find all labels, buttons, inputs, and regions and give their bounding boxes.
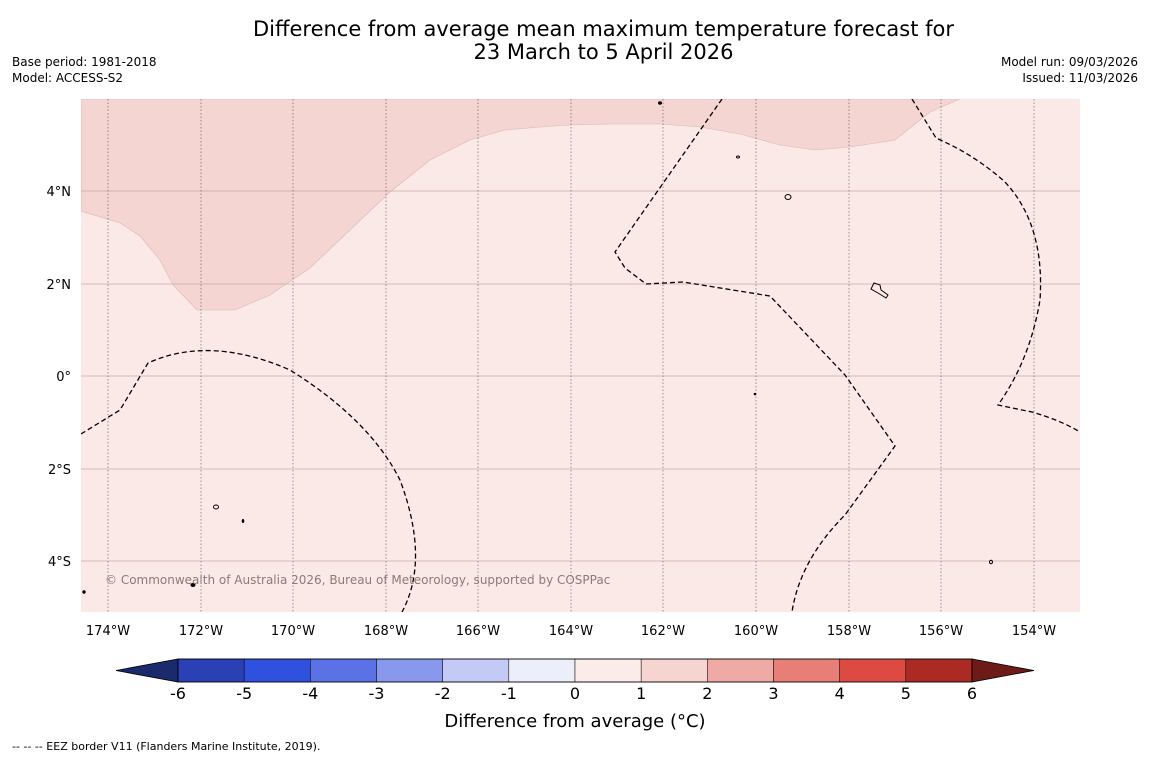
lat-label: 4°S bbox=[48, 555, 71, 570]
colorbar-segment bbox=[839, 658, 907, 683]
anomaly-1-2-region bbox=[81, 99, 961, 311]
lon-label: 166°W bbox=[456, 624, 500, 639]
colorbar-segment bbox=[442, 658, 510, 683]
colorbar-tick-label: -2 bbox=[435, 684, 451, 703]
colorbar-tick-label: 6 bbox=[967, 684, 977, 703]
colorbar-tick-label: -1 bbox=[501, 684, 517, 703]
colorbar-segment bbox=[508, 658, 576, 683]
colorbar-tick-label: 0 bbox=[570, 684, 580, 703]
colorbar-tick-label: -3 bbox=[369, 684, 385, 703]
colorbar-tick-label: 2 bbox=[702, 684, 712, 703]
gridlines bbox=[81, 99, 1080, 612]
title-line-2: 23 March to 5 April 2026 bbox=[473, 40, 734, 64]
lon-label: 162°W bbox=[641, 624, 685, 639]
eez-footnote: -- -- -- EEZ border V11 (Flanders Marine… bbox=[12, 740, 321, 753]
colorbar-tick-label: 5 bbox=[901, 684, 911, 703]
meta-right: Model run: 09/03/2026 Issued: 11/03/2026 bbox=[1001, 54, 1138, 86]
colorbar-tick-label: -4 bbox=[302, 684, 318, 703]
lon-label: 160°W bbox=[734, 624, 778, 639]
model-run: Model run: 09/03/2026 bbox=[1000, 55, 1138, 69]
colorbar-label: Difference from average (°C) bbox=[444, 711, 705, 732]
colorbar-segment bbox=[773, 658, 840, 683]
colorbar-segment bbox=[177, 658, 245, 683]
colorbar-segment bbox=[376, 658, 443, 683]
colorbar-segment bbox=[707, 658, 774, 683]
colorbar-extend-low bbox=[115, 658, 179, 683]
colorbar-extend-high bbox=[971, 658, 1035, 683]
colorbar-segment bbox=[905, 658, 973, 683]
colorbar-segment bbox=[640, 658, 708, 683]
islands bbox=[82, 101, 993, 594]
latitude-labels: 4°N 2°N 0° 2°S 4°S bbox=[47, 185, 72, 570]
colorbar-segment bbox=[574, 658, 642, 683]
lon-label: 168°W bbox=[364, 624, 408, 639]
lon-label: 156°W bbox=[919, 624, 963, 639]
issued-date: Issued: 11/03/2026 bbox=[1022, 71, 1138, 85]
colorbar-segment bbox=[310, 658, 377, 683]
eez-borders bbox=[81, 99, 1080, 612]
model-name: Model: ACCESS-S2 bbox=[12, 71, 124, 85]
lat-label: 0° bbox=[56, 370, 71, 385]
colorbar-tick-label: 4 bbox=[835, 684, 845, 703]
lat-label: 2°N bbox=[47, 278, 72, 293]
colorbar-tick-labels: -6 -5 -4 -3 -2 -1 0 1 2 3 4 5 6 bbox=[170, 684, 977, 703]
lon-label: 154°W bbox=[1012, 624, 1056, 639]
meta-left: Base period: 1981-2018 Model: ACCESS-S2 bbox=[12, 54, 157, 86]
lat-label: 2°S bbox=[48, 463, 71, 478]
colorbar-outline bbox=[177, 658, 973, 683]
colorbar-tick-label: -6 bbox=[170, 684, 186, 703]
copyright-notice: © Commonwealth of Australia 2026, Bureau… bbox=[105, 573, 610, 587]
lon-label: 174°W bbox=[86, 624, 130, 639]
colorbar-tick-label: -5 bbox=[236, 684, 252, 703]
lon-label: 158°W bbox=[827, 624, 871, 639]
colorbar-tick-label: 1 bbox=[636, 684, 646, 703]
lon-label: 170°W bbox=[271, 624, 315, 639]
colorbar bbox=[115, 658, 1035, 683]
base-period: Base period: 1981-2018 bbox=[12, 55, 157, 69]
chart-title: Difference from average mean maximum tem… bbox=[0, 18, 1150, 64]
title-line-1: Difference from average mean maximum tem… bbox=[253, 17, 954, 41]
lat-label: 4°N bbox=[47, 185, 72, 200]
colorbar-segment bbox=[243, 658, 311, 683]
lon-label: 164°W bbox=[549, 624, 593, 639]
colorbar-tick-label: 3 bbox=[768, 684, 778, 703]
lon-label: 172°W bbox=[179, 624, 223, 639]
longitude-labels: 174°W 172°W 170°W 168°W 166°W 164°W 162°… bbox=[86, 624, 1056, 639]
